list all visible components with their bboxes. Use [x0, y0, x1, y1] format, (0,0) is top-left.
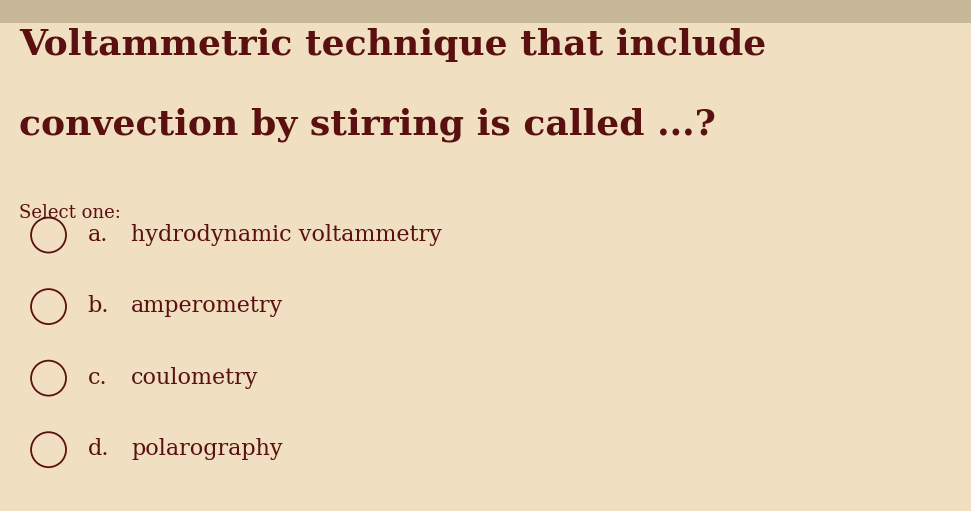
Text: coulometry: coulometry — [131, 366, 258, 389]
Text: b.: b. — [87, 295, 109, 317]
Text: Voltammetric technique that include: Voltammetric technique that include — [19, 28, 767, 62]
Text: a.: a. — [87, 223, 108, 246]
Text: Select one:: Select one: — [19, 204, 121, 222]
Text: amperometry: amperometry — [131, 295, 284, 317]
Text: c.: c. — [87, 366, 107, 389]
Text: d.: d. — [87, 438, 109, 460]
Bar — [0, 0, 971, 23]
Text: polarography: polarography — [131, 438, 283, 460]
Text: convection by stirring is called ...?: convection by stirring is called ...? — [19, 107, 717, 142]
Text: hydrodynamic voltammetry: hydrodynamic voltammetry — [131, 223, 442, 246]
